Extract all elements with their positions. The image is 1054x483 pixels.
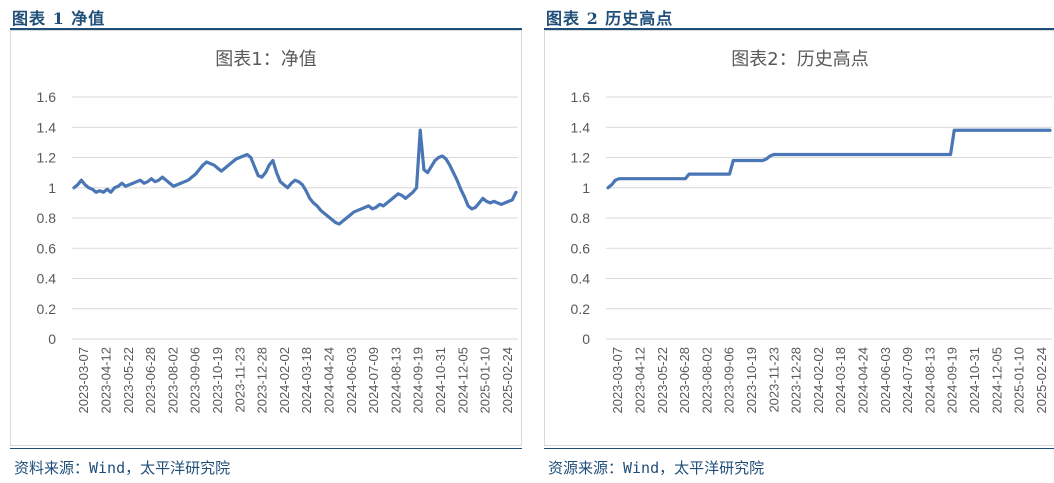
x-tick-label: 2024-09-19 (945, 347, 960, 414)
x-tick-label: 2024-04-24 (855, 347, 870, 414)
x-tick-label: 2023-06-28 (677, 347, 692, 414)
y-tick-label: 1.6 (571, 89, 591, 105)
chart-border (544, 30, 1054, 446)
x-tick-label: 2023-05-22 (121, 347, 136, 414)
y-tick-label: 0.8 (37, 210, 57, 226)
y-tick-label: 0.4 (571, 271, 591, 287)
y-tick-label: 0 (48, 331, 56, 347)
figure-header: 图表 2 历史高点 (544, 2, 1054, 30)
x-tick-label: 2024-02-02 (277, 347, 292, 414)
figure-nav: 图表 1 净值 图表1：净值 0 0.2 0.4 0.6 0.8 1 1.2 1.4 1.6 202… (10, 0, 522, 483)
source-note: 资源来源：Wind，太平洋研究院 (548, 459, 765, 477)
y-tick-label: 1.4 (571, 119, 591, 135)
x-tick-label: 2024-07-09 (900, 347, 915, 414)
y-tick-label: 0.4 (37, 271, 57, 287)
x-tick-label: 2023-04-12 (632, 347, 647, 414)
x-tick-label: 2024-10-31 (433, 347, 448, 414)
x-tick-label: 2025-02-24 (500, 347, 515, 414)
y-tick-label: 1 (582, 180, 590, 196)
chart-border (10, 30, 522, 446)
x-tick-label: 2024-08-13 (388, 347, 403, 414)
x-tick-label: 2024-03-18 (833, 347, 848, 414)
y-tick-label: 1.4 (37, 119, 57, 135)
x-tick-label: 2023-09-06 (722, 347, 737, 414)
x-tick-label: 2024-03-18 (299, 347, 314, 414)
x-tick-label: 2023-03-07 (610, 347, 625, 414)
figure-footer: 资料来源：Wind，太平洋研究院 (10, 448, 522, 477)
series-line (606, 128, 1052, 190)
x-tick-label: 2023-10-19 (744, 347, 759, 414)
figure-historical-high: 图表 2 历史高点 图表2：历史高点 0 0.2 0.4 0.6 0.8 1 1.2 1.4 1.… (544, 0, 1054, 483)
x-tick-label: 2023-11-23 (232, 347, 247, 413)
y-tick-label: 0.8 (571, 210, 591, 226)
x-tick-label: 2023-05-22 (655, 347, 670, 414)
x-tick-label: 2024-12-05 (989, 347, 1004, 414)
y-tick-label: 0.2 (571, 301, 591, 317)
figure-header-title: 图表 2 历史高点 (546, 9, 674, 28)
x-tick-label: 2024-12-05 (455, 347, 470, 414)
source-note: 资料来源：Wind，太平洋研究院 (14, 459, 231, 477)
x-tick-label: 2025-01-10 (478, 347, 493, 414)
x-tick-label: 2023-10-19 (210, 347, 225, 414)
chart-title: 图表2：历史高点 (731, 49, 868, 70)
x-tick-label: 2024-04-24 (321, 347, 336, 414)
y-tick-label: 0.6 (571, 240, 591, 256)
chart-title: 图表1：净值 (215, 49, 316, 70)
x-tick-label: 2023-03-07 (76, 347, 91, 414)
y-tick-label: 1 (48, 180, 56, 196)
x-tick-label: 2023-09-06 (188, 347, 203, 414)
historical-high-line-chart: 图表2：历史高点 0 0.2 0.4 0.6 0.8 1 1.2 1.4 1.6 2023-03-0… (544, 30, 1054, 446)
nav-chart: 图表1：净值 0 0.2 0.4 0.6 0.8 1 1.2 1.4 1.6 2023-03-07 2… (10, 30, 522, 446)
y-tick-label: 0.6 (37, 240, 57, 256)
y-tick-label: 1.6 (37, 89, 57, 105)
x-tick-label: 2024-06-03 (344, 347, 359, 414)
nav-line-chart: 图表1：净值 0 0.2 0.4 0.6 0.8 1 1.2 1.4 1.6 2023-03-07 2… (10, 30, 522, 446)
figure-header-title: 图表 1 净值 (12, 9, 106, 28)
series-line (72, 128, 518, 226)
y-tick-label: 0.2 (37, 301, 57, 317)
x-tick-label: 2024-10-31 (967, 347, 982, 414)
y-tick-label: 1.2 (571, 150, 591, 166)
x-tick-label: 2024-02-02 (811, 347, 826, 414)
x-tick-label: 2024-09-19 (411, 347, 426, 414)
y-tick-label: 1.2 (37, 150, 57, 166)
x-tick-label: 2023-08-02 (165, 347, 180, 414)
x-tick-label: 2025-01-10 (1012, 347, 1027, 414)
x-tick-label: 2023-06-28 (143, 347, 158, 414)
x-tick-label: 2024-08-13 (922, 347, 937, 414)
x-tick-label: 2023-04-12 (98, 347, 113, 414)
x-tick-label: 2023-08-02 (699, 347, 714, 414)
x-tick-label: 2023-11-23 (766, 347, 781, 413)
x-tick-label: 2024-07-09 (366, 347, 381, 414)
figure-header: 图表 1 净值 (10, 2, 522, 30)
x-tick-label: 2023-12-28 (255, 347, 270, 414)
figure-footer: 资源来源：Wind，太平洋研究院 (544, 448, 1054, 477)
x-tick-label: 2025-02-24 (1034, 347, 1049, 414)
historical-high-chart: 图表2：历史高点 0 0.2 0.4 0.6 0.8 1 1.2 1.4 1.6 2023-03-0… (544, 30, 1054, 446)
x-tick-label: 2023-12-28 (789, 347, 804, 414)
y-tick-label: 0 (582, 331, 590, 347)
x-tick-label: 2024-06-03 (878, 347, 893, 414)
